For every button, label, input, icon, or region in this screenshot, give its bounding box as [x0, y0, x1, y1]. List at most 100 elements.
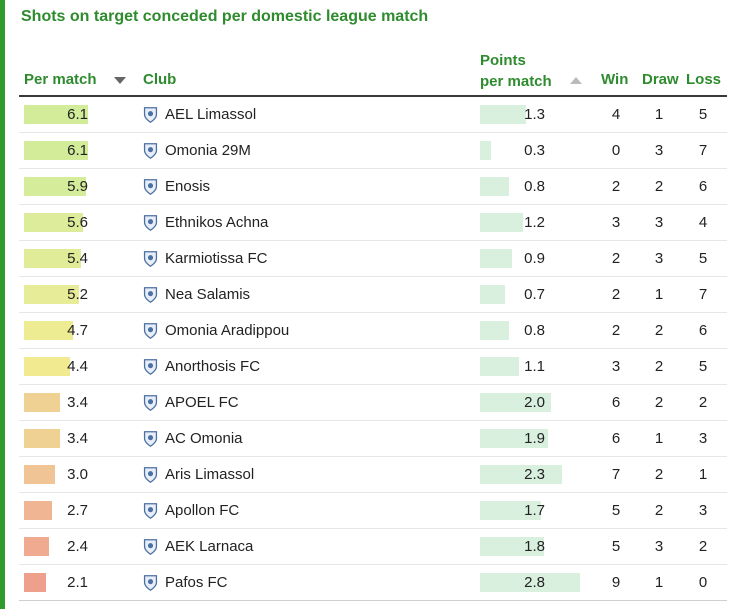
loss-count: 6 [698, 178, 708, 195]
points-per-match-bar [480, 321, 509, 340]
omonia-29m-crest-icon [143, 143, 158, 159]
points-per-match-value: 1.9 [524, 430, 545, 447]
draw-count: 3 [654, 142, 664, 159]
points-per-match-bar [480, 105, 526, 124]
header-per-match[interactable]: Per match [24, 71, 97, 88]
omonia-aradippou-crest-icon [143, 323, 158, 339]
points-per-match-bar [480, 357, 519, 376]
per-match-value: 2.1 [67, 574, 88, 591]
draw-count: 2 [654, 466, 664, 483]
per-match-bar [24, 321, 73, 340]
win-count: 2 [611, 250, 621, 267]
club-name[interactable]: AC Omonia [165, 430, 243, 447]
ac-omonia-crest-icon [143, 431, 158, 447]
loss-count: 5 [698, 358, 708, 375]
draw-count: 1 [654, 286, 664, 303]
club-name[interactable]: Karmiotissa FC [165, 250, 268, 267]
club-name[interactable]: Pafos FC [165, 574, 228, 591]
sort-ascending-icon[interactable] [570, 77, 582, 84]
club-name[interactable]: Aris Limassol [165, 466, 255, 483]
apoel-crest-icon [143, 395, 158, 411]
club-table-body: 6.1 AEL Limassol 1.3 4 1 5 6.1 Omonia 29M 0.3 0 3 7… [19, 97, 727, 601]
per-match-value: 3.4 [67, 430, 88, 447]
club-name[interactable]: AEL Limassol [165, 106, 257, 123]
draw-count: 1 [654, 106, 664, 123]
club-name[interactable]: Omonia 29M [165, 142, 251, 159]
win-count: 5 [611, 502, 621, 519]
header-win[interactable]: Win [601, 71, 629, 88]
points-per-match-bar [480, 465, 562, 484]
per-match-bar [24, 105, 88, 124]
per-match-value: 5.2 [67, 286, 88, 303]
table-row: 3.4 AC Omonia 1.9 6 1 3 [19, 421, 727, 457]
points-per-match-bar [480, 177, 509, 196]
club-name[interactable]: Ethnikos Achna [165, 214, 269, 231]
club-name[interactable]: Apollon FC [165, 502, 240, 519]
table-row: 3.0 Aris Limassol 2.3 7 2 1 [19, 457, 727, 493]
header-points-per-match[interactable]: Points per match [480, 50, 552, 92]
loss-count: 1 [698, 466, 708, 483]
header-points-line2: per match [480, 73, 552, 90]
points-per-match-bar [480, 393, 551, 412]
points-per-match-value: 2.8 [524, 574, 545, 591]
club-name[interactable]: AEK Larnaca [165, 538, 254, 555]
karmiotissa-crest-icon [143, 251, 158, 267]
per-match-value: 2.7 [67, 502, 88, 519]
header-club[interactable]: Club [143, 71, 177, 88]
per-match-value: 3.0 [67, 466, 88, 483]
table-row: 5.2 Nea Salamis 0.7 2 1 7 [19, 277, 727, 313]
points-per-match-value: 0.8 [524, 322, 545, 339]
per-match-bar [24, 249, 81, 268]
per-match-value: 5.9 [67, 178, 88, 195]
per-match-bar [24, 465, 55, 484]
loss-count: 7 [698, 142, 708, 159]
header-divider [19, 95, 727, 97]
draw-count: 2 [654, 358, 664, 375]
points-per-match-value: 2.0 [524, 394, 545, 411]
per-match-bar [24, 141, 88, 160]
per-match-value: 4.4 [67, 358, 88, 375]
points-per-match-value: 1.2 [524, 214, 545, 231]
per-match-bar [24, 573, 46, 592]
aris-limassol-crest-icon [143, 467, 158, 483]
pafos-crest-icon [143, 575, 158, 591]
per-match-bar [24, 429, 60, 448]
points-per-match-bar [480, 213, 523, 232]
loss-count: 5 [698, 250, 708, 267]
per-match-value: 6.1 [67, 142, 88, 159]
sort-descending-icon[interactable] [114, 77, 126, 84]
chart-title: Shots on target conceded per domestic le… [21, 8, 429, 25]
draw-count: 3 [654, 538, 664, 555]
points-per-match-bar [480, 501, 541, 520]
per-match-bar [24, 357, 70, 376]
points-per-match-value: 0.8 [524, 178, 545, 195]
per-match-bar [24, 177, 86, 196]
club-name[interactable]: Anorthosis FC [165, 358, 261, 375]
anorthosis-crest-icon [143, 359, 158, 375]
left-accent-bar [0, 0, 5, 609]
loss-count: 5 [698, 106, 708, 123]
per-match-value: 5.6 [67, 214, 88, 231]
draw-count: 2 [654, 502, 664, 519]
header-loss[interactable]: Loss [686, 71, 722, 88]
points-per-match-bar [480, 141, 491, 160]
win-count: 9 [611, 574, 621, 591]
club-name[interactable]: Omonia Aradippou [165, 322, 290, 339]
nea-salamis-crest-icon [143, 287, 158, 303]
per-match-bar [24, 213, 83, 232]
points-per-match-bar [480, 429, 548, 448]
per-match-bar [24, 537, 49, 556]
win-count: 7 [611, 466, 621, 483]
aek-larnaca-crest-icon [143, 539, 158, 555]
win-count: 2 [611, 322, 621, 339]
club-name[interactable]: Nea Salamis [165, 286, 251, 303]
loss-count: 4 [698, 214, 708, 231]
club-name[interactable]: APOEL FC [165, 394, 239, 411]
club-name[interactable]: Enosis [165, 178, 211, 195]
header-draw[interactable]: Draw [642, 71, 679, 88]
loss-count: 0 [698, 574, 708, 591]
per-match-value: 6.1 [67, 106, 88, 123]
win-count: 6 [611, 430, 621, 447]
per-match-value: 3.4 [67, 394, 88, 411]
points-per-match-value: 1.1 [524, 358, 545, 375]
